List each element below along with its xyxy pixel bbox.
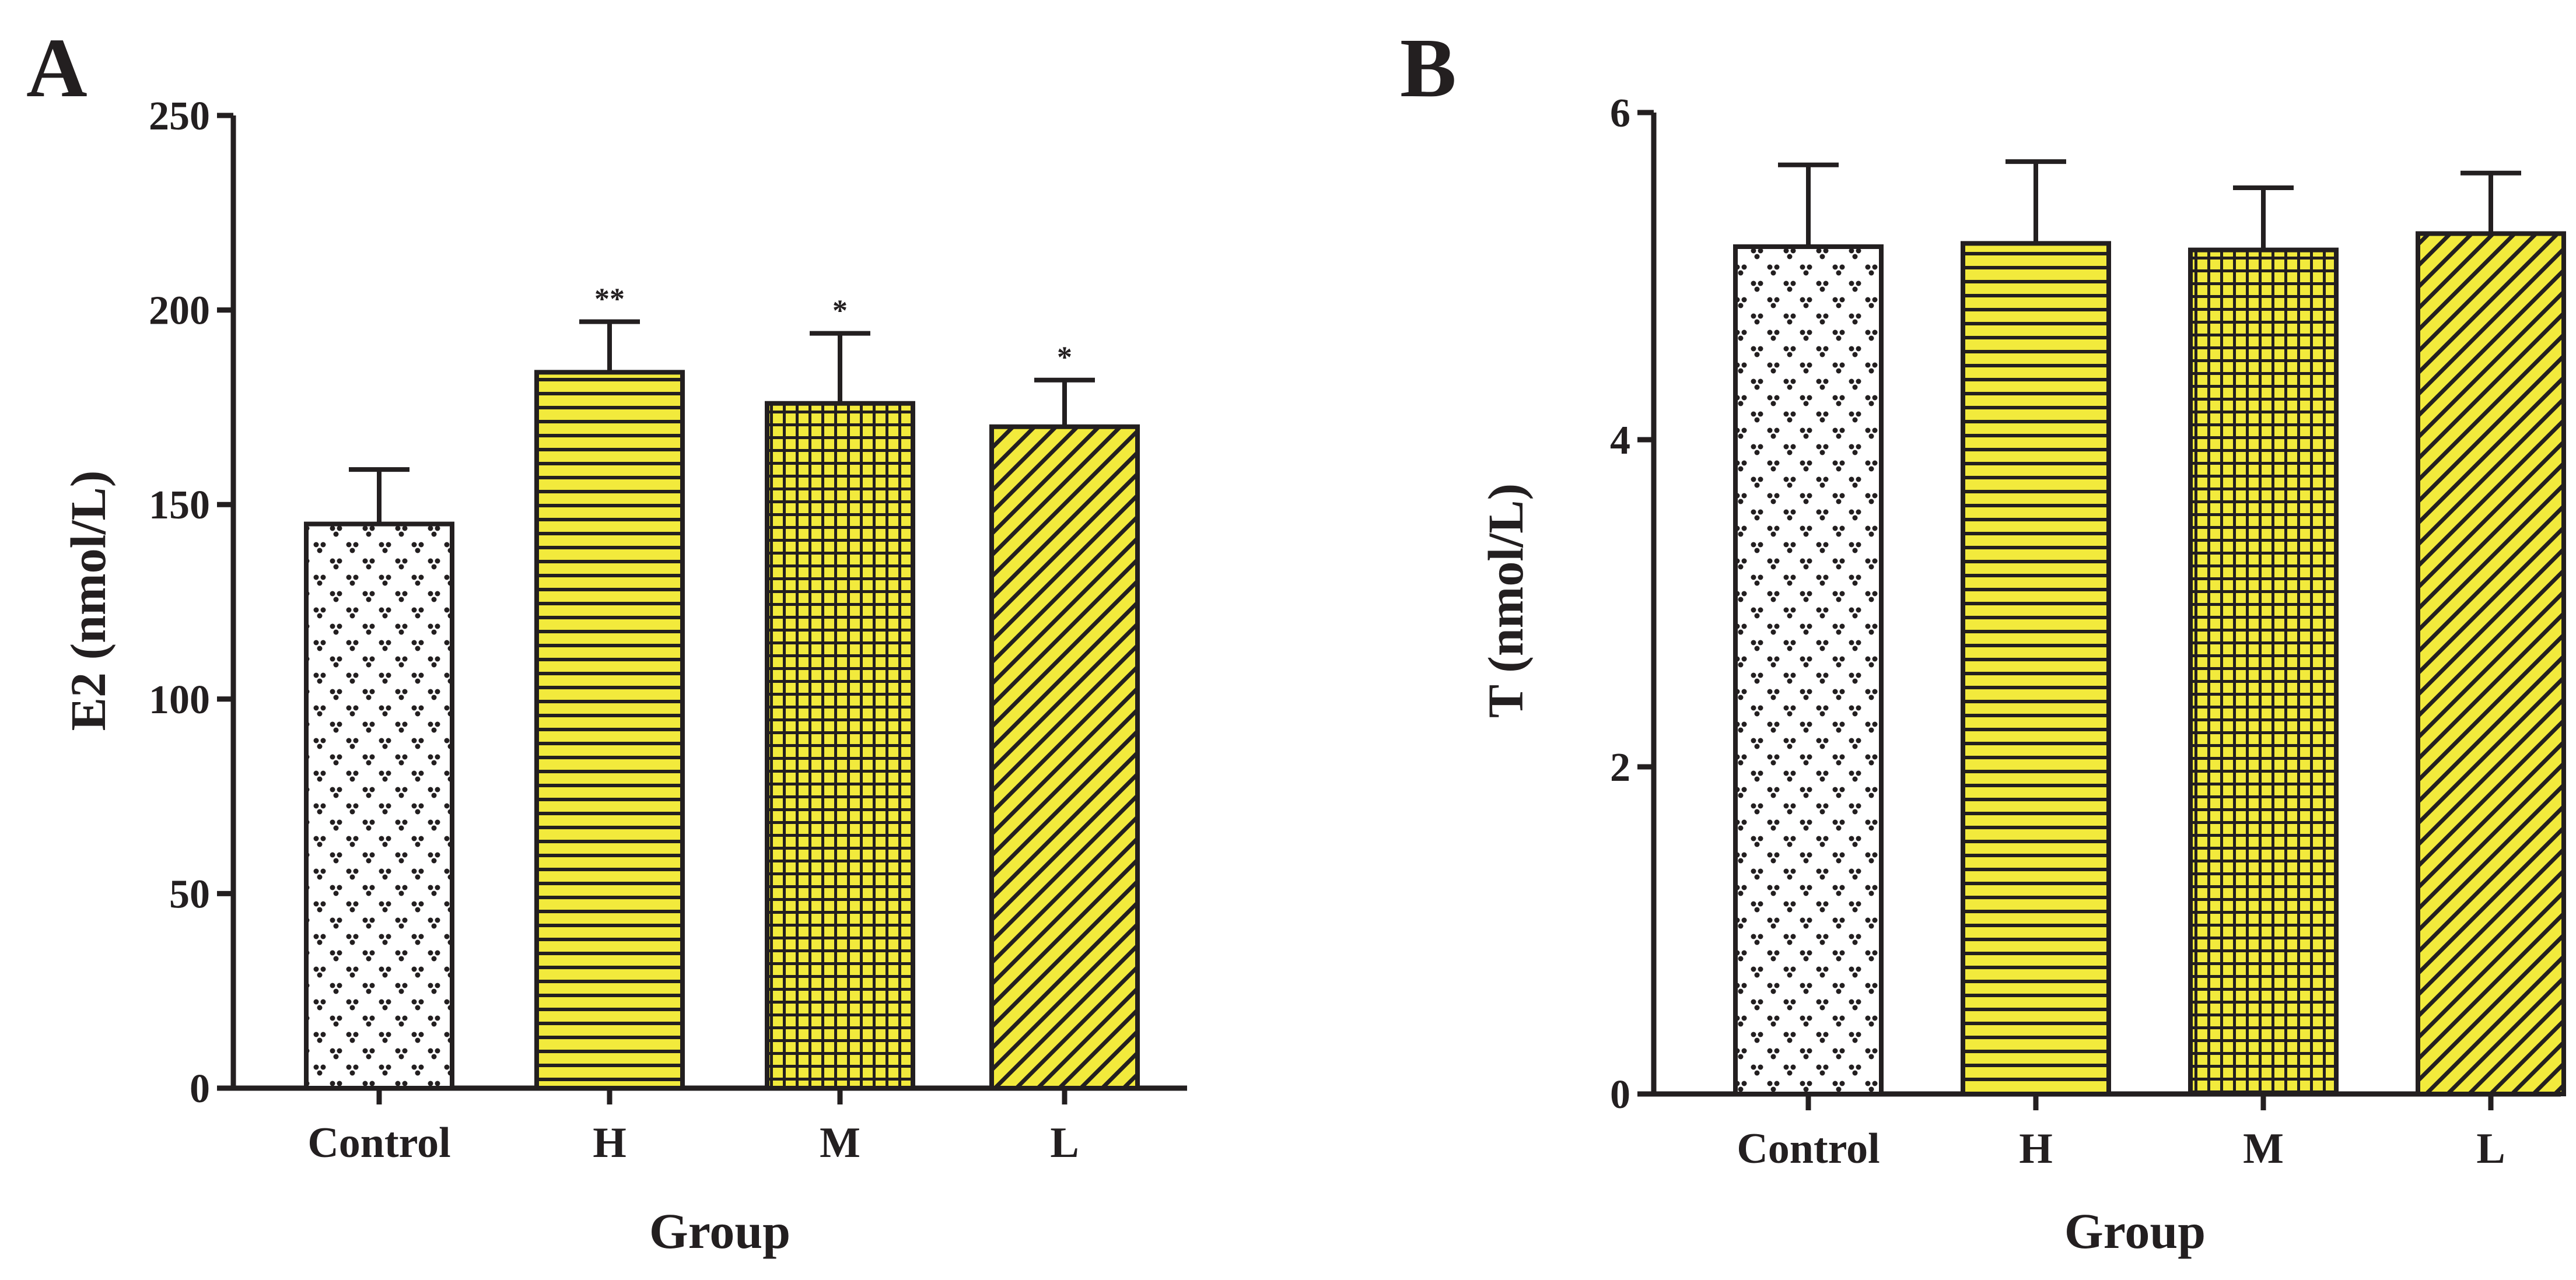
y-tick-label: 200 <box>149 289 210 334</box>
bar-m <box>765 401 915 1090</box>
panel-a-letter: A <box>26 22 88 115</box>
bar-h <box>1961 241 2111 1096</box>
x-tick-label: L <box>2476 1125 2505 1173</box>
y-tick-label: 4 <box>1610 418 1630 463</box>
panel-a-y-axis-title: E2 (nmol/L) <box>60 471 116 731</box>
bar-control <box>1733 244 1884 1096</box>
x-tick-label: M <box>2243 1125 2284 1173</box>
y-tick-label: 150 <box>149 483 210 528</box>
panel-b-y-axis-title: T (nmol/L) <box>1478 483 1534 718</box>
y-tick-label: 6 <box>1610 91 1630 136</box>
x-tick-label: Control <box>1737 1125 1880 1173</box>
bar-m <box>2188 247 2339 1096</box>
significance-label: ** <box>594 283 625 316</box>
significance-label: * <box>1057 341 1072 374</box>
bar-control <box>304 521 454 1090</box>
x-tick-label: H <box>2019 1125 2053 1173</box>
y-tick-label: 250 <box>149 94 210 139</box>
bar-l <box>989 424 1140 1090</box>
panel-b-letter: B <box>1400 22 1457 115</box>
y-tick-label: 0 <box>1610 1072 1630 1117</box>
y-tick-label: 2 <box>1610 745 1630 790</box>
x-tick-label: M <box>820 1119 860 1167</box>
y-tick-label: 0 <box>190 1067 210 1111</box>
x-tick-label: Control <box>307 1119 450 1167</box>
y-tick-label: 100 <box>149 678 210 723</box>
bar-l <box>2416 231 2566 1097</box>
x-tick-label: H <box>593 1119 626 1167</box>
panel-b-x-axis-title: Group <box>2064 1203 2206 1259</box>
significance-label: * <box>832 294 848 328</box>
y-tick-label: 50 <box>169 872 210 917</box>
chart-panel-b: B T (nmol/L) Group 0 2 4 6 Control H M L <box>1400 22 2566 1259</box>
panel-a-x-axis-title: Group <box>649 1203 790 1259</box>
bar-h <box>534 370 685 1090</box>
x-tick-label: L <box>1050 1119 1079 1167</box>
chart-panel-a: A E2 (nmol/L) Group 0 50 100 150 200 250 Contr… <box>26 22 1187 1259</box>
